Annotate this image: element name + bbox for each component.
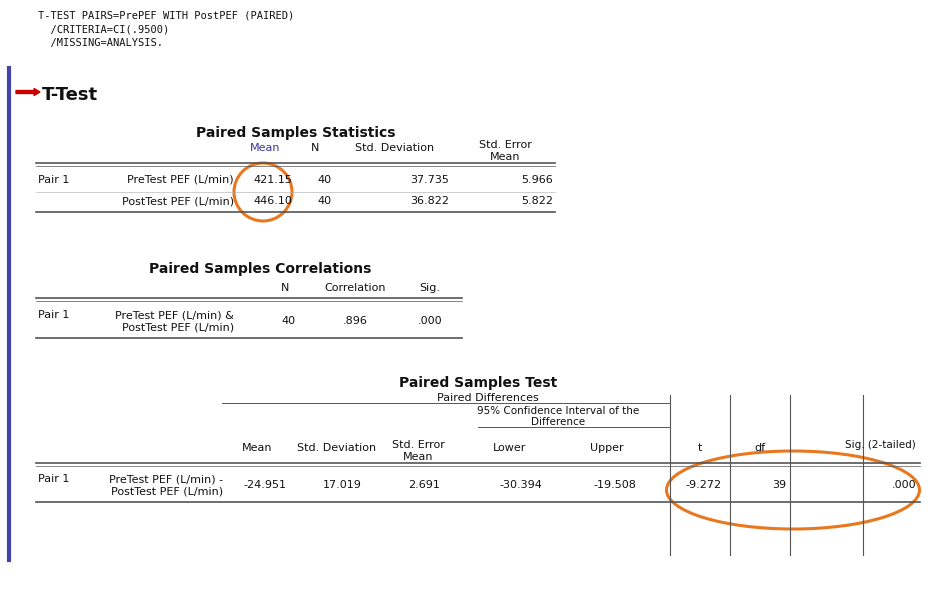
FancyArrow shape [16, 89, 40, 96]
Text: /CRITERIA=CI(.9500): /CRITERIA=CI(.9500) [38, 24, 169, 34]
Text: T-TEST PAIRS=PrePEF WITH PostPEF (PAIRED): T-TEST PAIRS=PrePEF WITH PostPEF (PAIRED… [38, 10, 294, 20]
Text: /MISSING=ANALYSIS.: /MISSING=ANALYSIS. [38, 38, 163, 48]
Text: Difference: Difference [531, 417, 585, 427]
Text: .896: .896 [343, 316, 368, 326]
Text: T-Test: T-Test [42, 86, 98, 104]
Text: Sig. (2-tailed): Sig. (2-tailed) [844, 440, 915, 450]
Text: 40: 40 [282, 316, 296, 326]
Text: 39: 39 [772, 480, 786, 490]
Text: PreTest PEF (L/min) &: PreTest PEF (L/min) & [115, 310, 234, 320]
Text: Mean: Mean [403, 452, 433, 462]
Text: Mean: Mean [242, 443, 272, 453]
Text: -19.508: -19.508 [593, 480, 636, 490]
Text: Paired Samples Correlations: Paired Samples Correlations [148, 262, 371, 276]
Text: .000: .000 [417, 316, 442, 326]
Text: 17.019: 17.019 [323, 480, 362, 490]
Text: 421.15: 421.15 [253, 175, 292, 185]
Text: -9.272: -9.272 [686, 480, 722, 490]
Text: Pair 1: Pair 1 [38, 474, 69, 484]
Text: 5.822: 5.822 [521, 196, 553, 206]
Text: Mean: Mean [250, 143, 280, 153]
Text: Upper: Upper [591, 443, 624, 453]
Text: -30.394: -30.394 [499, 480, 542, 490]
Text: .000: .000 [891, 480, 916, 490]
Text: Paired Samples Test: Paired Samples Test [399, 376, 557, 390]
Text: 2.691: 2.691 [408, 480, 440, 490]
Text: Std. Deviation: Std. Deviation [355, 143, 435, 153]
Text: PreTest PEF (L/min) -: PreTest PEF (L/min) - [109, 474, 223, 484]
Text: N: N [311, 143, 319, 153]
Text: Lower: Lower [494, 443, 527, 453]
Text: Pair 1: Pair 1 [38, 175, 69, 185]
Text: t: t [698, 443, 703, 453]
Text: df: df [755, 443, 766, 453]
Text: Std. Error: Std. Error [392, 440, 444, 450]
Text: 5.966: 5.966 [522, 175, 553, 185]
Text: 446.10: 446.10 [253, 196, 292, 206]
Text: PostTest PEF (L/min): PostTest PEF (L/min) [111, 486, 223, 496]
Text: Std. Error: Std. Error [479, 140, 532, 150]
Text: PostTest PEF (L/min): PostTest PEF (L/min) [122, 196, 234, 206]
Text: Correlation: Correlation [325, 283, 385, 293]
Text: N: N [281, 283, 289, 293]
Text: Paired Differences: Paired Differences [438, 393, 539, 403]
Text: PreTest PEF (L/min): PreTest PEF (L/min) [128, 175, 234, 185]
Text: Paired Samples Statistics: Paired Samples Statistics [196, 126, 396, 140]
Text: 37.735: 37.735 [411, 175, 449, 185]
Text: Sig.: Sig. [420, 283, 440, 293]
Text: 36.822: 36.822 [410, 196, 449, 206]
Text: 40: 40 [318, 196, 332, 206]
Text: 40: 40 [318, 175, 332, 185]
Text: -24.951: -24.951 [243, 480, 286, 490]
Text: Pair 1: Pair 1 [38, 310, 69, 320]
Text: Std. Deviation: Std. Deviation [298, 443, 377, 453]
Text: 95% Confidence Interval of the: 95% Confidence Interval of the [477, 406, 639, 416]
Text: Mean: Mean [490, 152, 521, 162]
Text: PostTest PEF (L/min): PostTest PEF (L/min) [122, 322, 234, 332]
